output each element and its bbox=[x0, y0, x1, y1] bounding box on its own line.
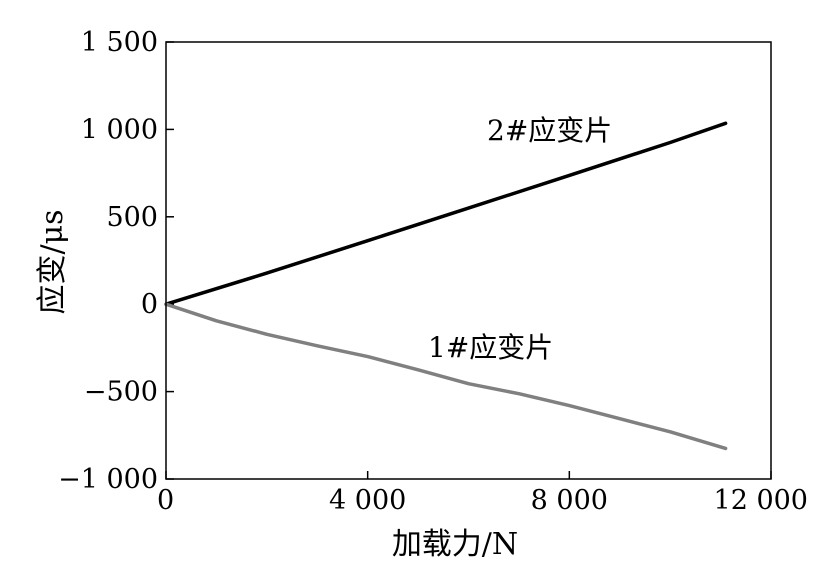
y-axis: −1 000 −500 0 500 1 000 1 500 bbox=[58, 27, 174, 495]
y-tick-label: 500 bbox=[106, 202, 158, 233]
series-label-1: 1#应变片 bbox=[428, 331, 553, 364]
y-axis-title: 应变/μs bbox=[35, 210, 70, 315]
x-axis: 0 4 000 8 000 12 000 bbox=[157, 471, 808, 516]
x-tick-label: 4 000 bbox=[329, 485, 406, 516]
series-label-2: 2#应变片 bbox=[487, 114, 612, 147]
series-lines bbox=[164, 121, 728, 451]
y-tick-label: 0 bbox=[141, 289, 158, 320]
y-tick-label: −1 000 bbox=[58, 464, 158, 495]
x-tick-label: 8 000 bbox=[531, 485, 608, 516]
y-tick-label: −500 bbox=[84, 377, 158, 408]
y-tick-label: 1 000 bbox=[81, 114, 158, 145]
x-tick-label: 12 000 bbox=[714, 485, 808, 516]
series-line-2 bbox=[164, 121, 728, 306]
x-axis-title: 加载力/N bbox=[392, 527, 518, 562]
series-line-1 bbox=[164, 302, 728, 451]
plot-frame bbox=[165, 41, 772, 480]
y-tick-label: 1 500 bbox=[81, 27, 158, 58]
x-tick-label: 0 bbox=[157, 485, 174, 516]
